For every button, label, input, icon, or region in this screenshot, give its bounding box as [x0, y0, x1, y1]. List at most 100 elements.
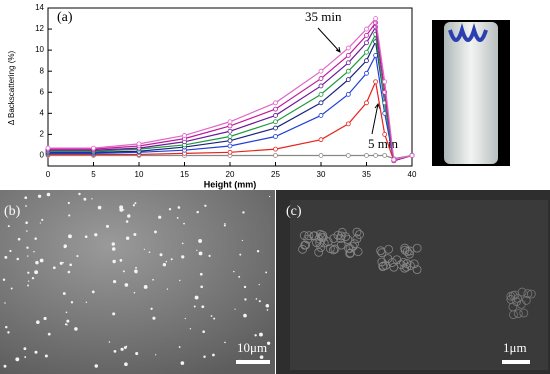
particle — [200, 285, 204, 289]
y-tick-label: 6 — [40, 87, 45, 96]
particle — [23, 347, 27, 351]
cluster — [345, 249, 355, 259]
particle — [198, 239, 203, 243]
point — [364, 32, 369, 38]
point — [345, 68, 351, 74]
particle — [74, 327, 78, 331]
particle — [135, 351, 139, 356]
point — [345, 91, 351, 97]
particle — [135, 266, 137, 269]
point — [345, 121, 351, 127]
scale-bar — [236, 360, 270, 364]
cluster — [508, 291, 518, 300]
point — [391, 157, 397, 163]
cluster — [378, 261, 388, 271]
cluster — [298, 244, 307, 254]
particle — [168, 208, 172, 211]
particle — [27, 284, 29, 287]
particle — [105, 224, 109, 228]
particle — [223, 224, 226, 227]
particle — [143, 285, 148, 289]
point — [273, 106, 278, 112]
point — [182, 133, 187, 138]
particle — [132, 204, 135, 207]
particle — [37, 194, 42, 198]
particle — [70, 301, 74, 304]
cluster — [315, 238, 325, 248]
particle — [112, 259, 116, 264]
particle — [69, 263, 72, 267]
particle — [258, 300, 261, 303]
scale-label: 10μm — [237, 340, 267, 355]
point — [364, 58, 369, 64]
cluster — [400, 243, 410, 253]
point — [382, 79, 388, 85]
particle — [202, 330, 205, 334]
x-tick-label: 10 — [135, 170, 144, 179]
particle — [120, 347, 124, 351]
cluster — [346, 248, 355, 258]
cluster — [348, 242, 358, 252]
point — [45, 145, 51, 151]
particle — [180, 361, 185, 365]
particle — [25, 205, 27, 207]
particle — [208, 254, 211, 257]
particle — [113, 349, 117, 353]
particle — [39, 222, 41, 224]
arrow — [371, 102, 381, 135]
particle — [258, 283, 260, 286]
particle — [16, 257, 20, 261]
particle — [119, 205, 124, 210]
point — [227, 143, 233, 149]
cluster — [377, 257, 387, 267]
particle — [166, 288, 169, 290]
particle — [27, 255, 29, 257]
particle — [159, 253, 163, 257]
particle — [59, 261, 63, 265]
cluster — [377, 248, 387, 258]
particle — [134, 202, 137, 205]
cluster — [315, 229, 325, 239]
particle — [266, 341, 271, 345]
point — [227, 123, 233, 129]
particle — [43, 316, 47, 321]
particle — [10, 287, 13, 290]
particle — [65, 311, 68, 314]
particle — [39, 258, 44, 263]
cluster — [314, 247, 324, 257]
y-tick-label: 8 — [40, 66, 45, 75]
particle — [170, 258, 173, 261]
particle — [33, 251, 35, 253]
particle — [83, 197, 87, 201]
particle — [91, 198, 93, 200]
cluster — [330, 244, 340, 254]
particle — [268, 195, 271, 198]
point — [136, 141, 142, 147]
cluster — [329, 245, 338, 255]
particle — [7, 331, 10, 334]
y-tick-label: 4 — [40, 108, 45, 117]
particle — [111, 242, 115, 246]
particle — [112, 279, 117, 284]
particle — [201, 305, 205, 309]
particle — [108, 341, 111, 343]
cluster — [336, 240, 346, 250]
particle — [259, 355, 264, 359]
cluster — [521, 296, 531, 305]
particle — [183, 222, 185, 225]
point — [364, 26, 369, 32]
particle — [152, 316, 156, 320]
particle — [124, 362, 128, 367]
particle — [52, 266, 56, 270]
particle — [36, 320, 40, 325]
particle — [112, 312, 116, 316]
point — [373, 16, 379, 21]
point — [364, 153, 369, 158]
particle — [15, 357, 20, 362]
particle — [63, 245, 67, 249]
particle — [154, 230, 157, 234]
sem-features — [2, 192, 536, 368]
particle — [78, 192, 81, 196]
particle — [66, 319, 70, 323]
cluster — [343, 235, 353, 244]
